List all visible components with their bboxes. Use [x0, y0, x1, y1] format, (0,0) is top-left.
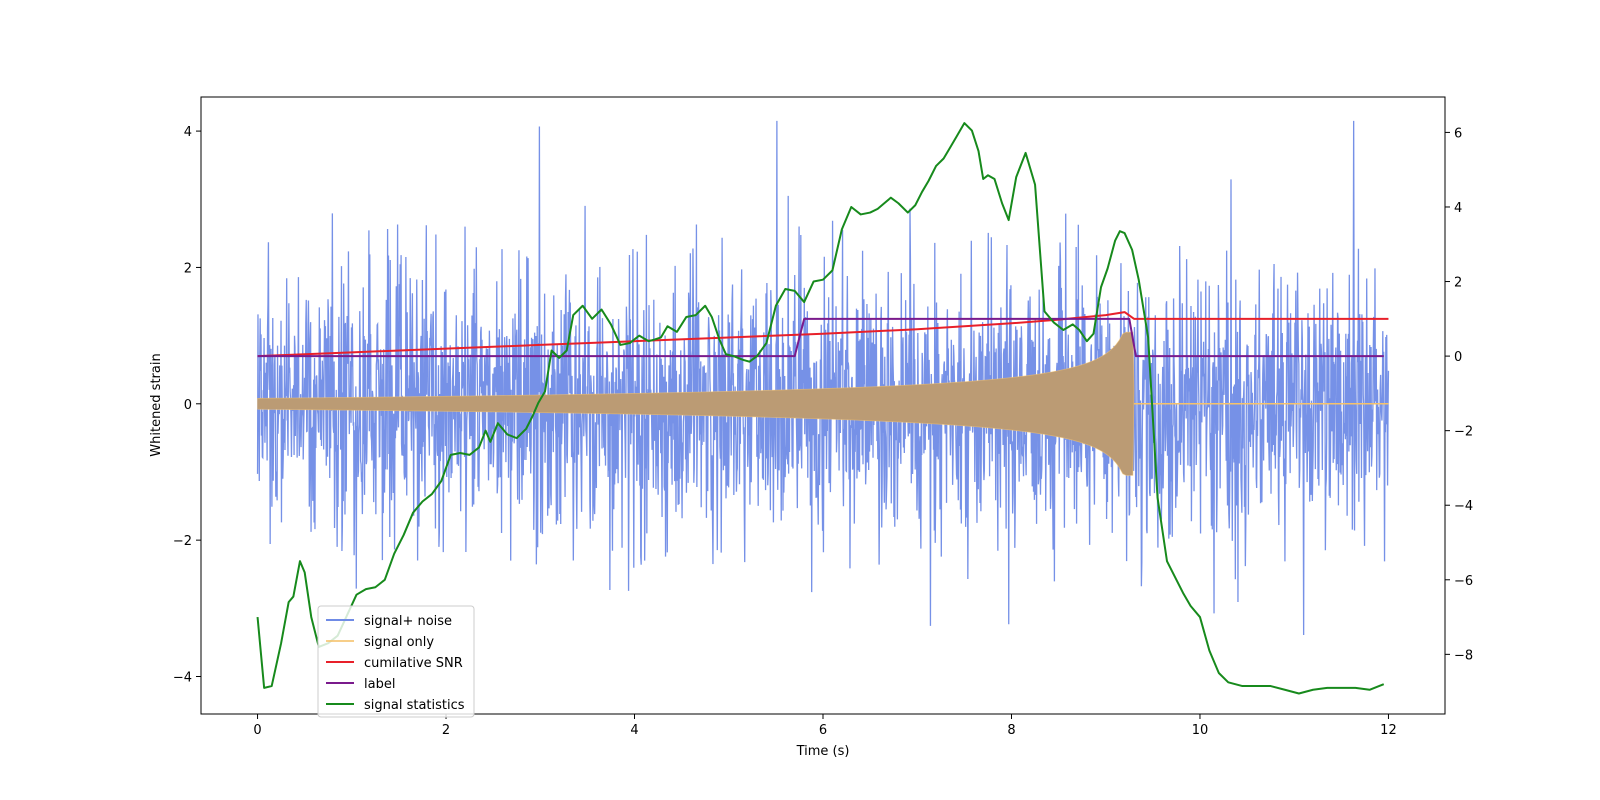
y2-tick-label: −6: [1454, 574, 1473, 589]
x-tick-label: 8: [1007, 723, 1015, 738]
y-tick-label: 4: [184, 125, 192, 140]
y2-tick-label: −8: [1454, 648, 1473, 663]
y2-tick-label: 2: [1454, 276, 1462, 291]
legend-label: label: [364, 677, 395, 692]
series-cumilative-snr: [257, 311, 1389, 358]
x-tick-label: 4: [630, 723, 638, 738]
y2-tick-label: −2: [1454, 425, 1473, 440]
y2-tick-label: 6: [1454, 126, 1462, 141]
legend-label: cumilative SNR: [364, 656, 463, 671]
x-axis-label: Time (s): [796, 744, 850, 759]
x-tick-label: 6: [819, 723, 827, 738]
series-label: [257, 317, 1384, 358]
y-tick-label: 0: [184, 398, 192, 413]
ticks-layer: 0 2 4 6 8 10 12 −4 −2 0 2 4 −8 −6 −4 −2 0 2 4 6: [173, 125, 1473, 738]
x-tick-label: 12: [1380, 723, 1397, 738]
x-tick-label: 0: [253, 723, 261, 738]
y-tick-label: −2: [173, 534, 192, 549]
y2-tick-label: 0: [1454, 350, 1462, 365]
y2-tick-label: 4: [1454, 201, 1462, 216]
y-axis-label: Whitened strain: [149, 353, 164, 456]
legend-box: [317, 605, 475, 718]
y2-tick-label: −4: [1454, 499, 1473, 514]
x-tick-label: 2: [442, 723, 450, 738]
legend: signal+ noise signal only cumilative SNR la…: [317, 605, 475, 718]
y-tick-label: 2: [184, 261, 192, 276]
x-tick-label: 10: [1192, 723, 1209, 738]
legend-label: signal only: [364, 635, 434, 650]
series-signal-statistics: [256, 122, 1385, 695]
legend-label: signal+ noise: [364, 614, 452, 629]
y-tick-label: −4: [173, 671, 192, 686]
series-signal-noise: [256, 120, 1390, 635]
legend-label: signal statistics: [364, 698, 465, 713]
series-signal-only: [257, 331, 1135, 476]
series-layer: [256, 120, 1390, 695]
